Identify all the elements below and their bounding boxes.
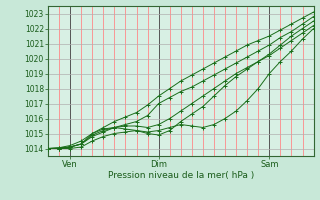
X-axis label: Pression niveau de la mer( hPa ): Pression niveau de la mer( hPa ) (108, 171, 254, 180)
